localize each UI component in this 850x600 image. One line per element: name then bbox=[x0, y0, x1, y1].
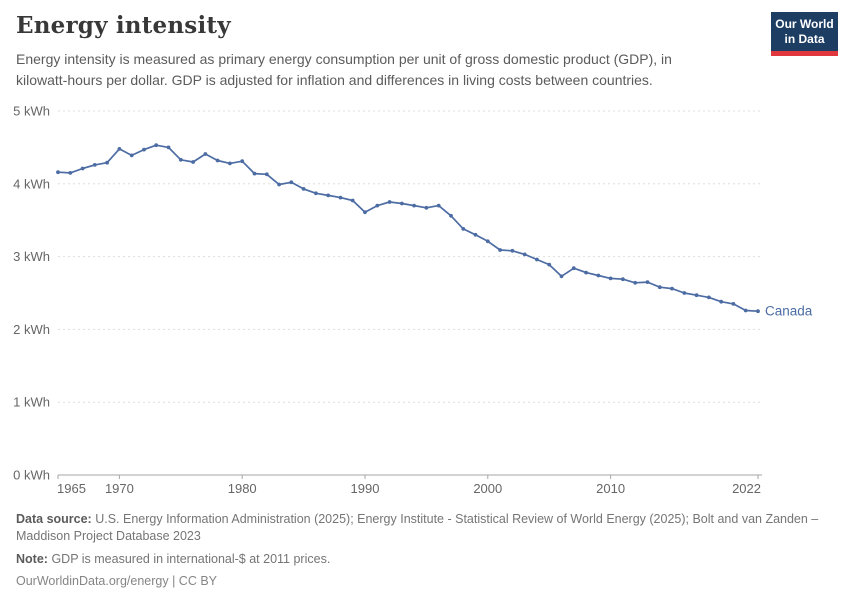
data-point-marker bbox=[571, 266, 576, 271]
data-point-marker bbox=[117, 147, 122, 151]
logo-text-line2: in Data bbox=[784, 32, 825, 46]
data-point-marker bbox=[461, 227, 466, 231]
data-point-marker bbox=[436, 203, 441, 208]
data-point-marker bbox=[584, 270, 588, 275]
data-point-marker bbox=[68, 171, 73, 175]
data-point-marker bbox=[449, 213, 453, 218]
x-axis-tick-label: 1970 bbox=[105, 481, 134, 496]
datasource-text: U.S. Energy Information Administration (… bbox=[16, 512, 819, 544]
data-point-marker bbox=[301, 187, 306, 191]
data-point-marker bbox=[510, 248, 515, 253]
datasource-label: Data source: bbox=[16, 512, 92, 526]
x-axis-tick-label: 1990 bbox=[351, 481, 380, 496]
data-point-marker bbox=[756, 309, 760, 314]
data-point-marker bbox=[719, 299, 724, 304]
data-point-marker bbox=[154, 143, 159, 148]
data-point-marker bbox=[92, 163, 97, 167]
footer-note: Note: GDP is measured in international-$… bbox=[16, 551, 830, 568]
chart-subtitle: Energy intensity is measured as primary … bbox=[16, 50, 672, 88]
data-point-marker bbox=[142, 147, 146, 152]
data-point-marker bbox=[485, 239, 490, 244]
chart-header: Energy intensity Energy intensity is mea… bbox=[16, 12, 834, 91]
page-title: Energy intensity bbox=[16, 12, 231, 39]
data-point-marker bbox=[105, 160, 109, 165]
series-end-label-canada: Canada bbox=[765, 304, 813, 319]
data-point-marker bbox=[645, 280, 650, 284]
line-series-canada bbox=[57, 144, 759, 313]
data-point-marker bbox=[559, 274, 564, 279]
data-point-marker bbox=[326, 193, 331, 198]
data-point-marker bbox=[670, 286, 674, 291]
logo-text-line1: Our World bbox=[775, 17, 834, 31]
data-point-marker bbox=[682, 291, 687, 295]
x-axis-tick-label: 1980 bbox=[228, 481, 257, 496]
data-point-marker bbox=[203, 152, 208, 156]
note-text: GDP is measured in international-$ at 20… bbox=[51, 551, 331, 566]
y-axis-tick-label: 1 kWh bbox=[13, 395, 50, 410]
data-point-marker bbox=[277, 182, 281, 187]
data-point-marker bbox=[633, 280, 638, 285]
data-point-marker bbox=[621, 277, 625, 282]
footer-datasource: Data source: U.S. Energy Information Adm… bbox=[16, 511, 830, 546]
data-point-marker bbox=[178, 157, 183, 162]
data-point-marker bbox=[412, 203, 416, 208]
x-axis-tick-label: 1965 bbox=[57, 481, 86, 496]
data-point-marker bbox=[363, 210, 367, 215]
data-point-marker bbox=[707, 295, 711, 300]
data-point-marker bbox=[338, 195, 343, 200]
logo-red-bar bbox=[771, 51, 838, 56]
data-point-marker bbox=[731, 302, 736, 306]
data-point-marker bbox=[535, 257, 539, 262]
data-point-marker bbox=[596, 273, 601, 278]
data-point-marker bbox=[694, 293, 699, 298]
y-axis-tick-label: 3 kWh bbox=[13, 249, 50, 264]
data-point-marker bbox=[375, 203, 380, 208]
note-label: Note: bbox=[16, 551, 48, 566]
data-point-marker bbox=[56, 170, 60, 175]
data-point-marker bbox=[424, 205, 429, 210]
data-point-marker bbox=[387, 200, 392, 204]
data-point-marker bbox=[473, 232, 478, 237]
owid-logo: Our World in Data bbox=[771, 12, 838, 56]
data-point-marker bbox=[166, 145, 171, 150]
data-point-marker bbox=[80, 166, 85, 171]
data-point-marker bbox=[657, 285, 662, 290]
data-point-marker bbox=[608, 276, 613, 281]
x-axis-tick-label: 2022 bbox=[732, 481, 761, 496]
data-point-marker bbox=[264, 172, 269, 177]
data-point-marker bbox=[314, 191, 318, 196]
y-axis-tick-label: 4 kWh bbox=[13, 176, 50, 191]
data-point-marker bbox=[191, 160, 196, 164]
data-point-marker bbox=[522, 252, 527, 257]
chart-footer: Data source: U.S. Energy Information Adm… bbox=[16, 511, 830, 590]
data-point-marker bbox=[240, 159, 245, 164]
data-point-marker bbox=[350, 198, 355, 203]
data-point-marker bbox=[289, 180, 294, 185]
data-point-marker bbox=[252, 171, 257, 176]
x-axis-tick-label: 2010 bbox=[596, 481, 625, 496]
data-point-marker bbox=[228, 161, 232, 166]
data-point-marker bbox=[215, 158, 220, 163]
y-axis-tick-label: 2 kWh bbox=[13, 322, 50, 337]
x-axis-tick-label: 2000 bbox=[473, 481, 502, 496]
data-point-marker bbox=[743, 308, 748, 313]
y-axis-tick-label: 0 kWh bbox=[13, 468, 50, 483]
data-point-marker bbox=[498, 248, 502, 252]
data-point-marker bbox=[400, 201, 404, 206]
owid-logo-box: Our World in Data bbox=[771, 12, 838, 51]
data-point-marker bbox=[547, 262, 552, 267]
footer-link: OurWorldinData.org/energy | CC BY bbox=[16, 573, 218, 588]
y-axis-tick-label: 5 kWh bbox=[13, 104, 50, 119]
data-point-marker bbox=[129, 153, 134, 158]
